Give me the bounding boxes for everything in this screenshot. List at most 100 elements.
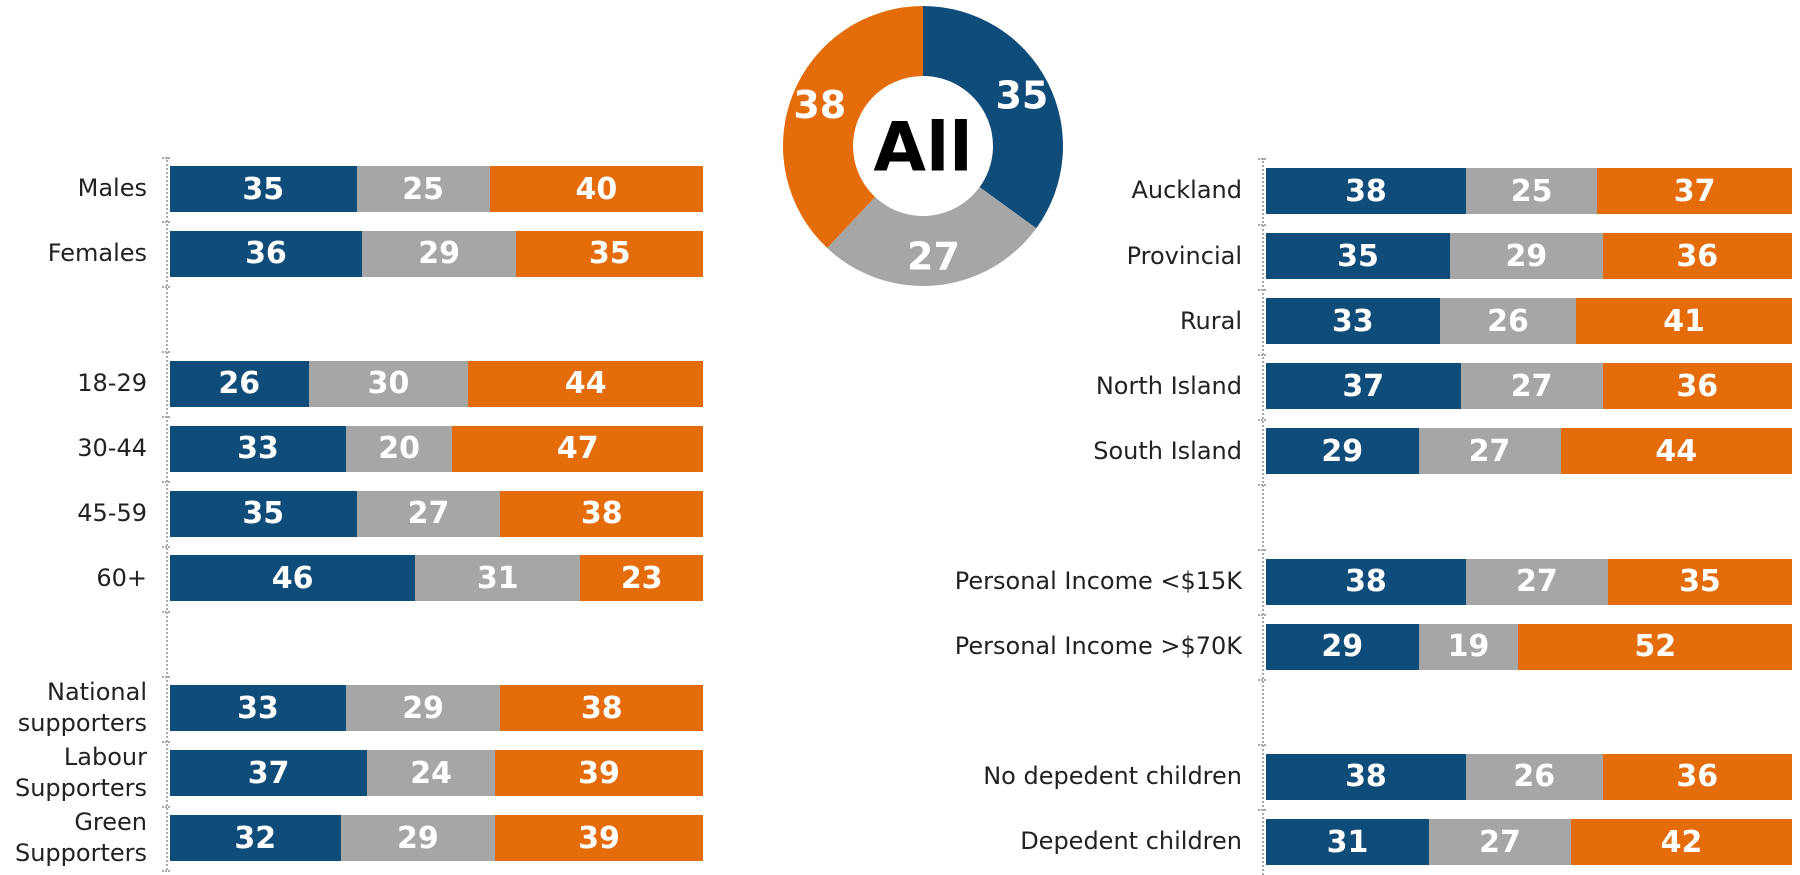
bar-segment <box>170 166 357 212</box>
value-label: 29 <box>396 820 439 856</box>
value-label: 35 <box>242 496 285 531</box>
bar-segment <box>1465 168 1598 214</box>
axis-tick <box>162 156 170 159</box>
bar-segment <box>1450 233 1603 280</box>
bar-segment <box>170 425 346 472</box>
axis-line <box>1262 158 1264 875</box>
category-label: Personal Income <$15K <box>954 567 1242 595</box>
value-label: 23 <box>620 560 663 596</box>
value-label: 20 <box>378 431 421 467</box>
axis-tick <box>1258 744 1266 747</box>
value-label: 29 <box>402 690 445 726</box>
slice-label: 27 <box>907 235 960 279</box>
value-label: 19 <box>1447 629 1490 665</box>
donut-slice <box>827 187 1037 286</box>
value-label: 38 <box>580 690 623 726</box>
value-label: 36 <box>1676 759 1719 795</box>
bar-segment <box>580 555 703 602</box>
value-label: 29 <box>418 236 461 272</box>
category-label: Rural <box>1179 306 1242 335</box>
bar-segment <box>415 555 581 602</box>
bar-segment <box>1266 558 1466 605</box>
value-label: 47 <box>556 431 599 467</box>
category-label: Green Supporters <box>14 807 147 867</box>
axis-tick <box>162 351 170 354</box>
bar-segment <box>1418 623 1519 670</box>
bar-segment <box>170 685 346 732</box>
bar-segment <box>1266 819 1430 865</box>
value-label: 35 <box>588 236 631 272</box>
category-label: 18-29 <box>77 369 147 398</box>
axis-tick <box>162 740 170 743</box>
bar-segment <box>361 230 517 277</box>
bar-segment <box>1460 363 1603 410</box>
center-label: All <box>873 109 972 188</box>
axis-tick <box>162 416 170 419</box>
axis-tick <box>162 610 170 613</box>
axis-tick <box>162 805 170 808</box>
bar-segment <box>356 166 490 212</box>
value-label: 24 <box>410 755 453 791</box>
category-label: Provincial <box>1126 241 1242 270</box>
value-label: 35 <box>242 171 285 207</box>
bar-segment <box>170 815 341 861</box>
value-label: 52 <box>1634 629 1677 665</box>
axis-tick <box>162 481 170 484</box>
donut-slice <box>923 6 1063 229</box>
bar-segment <box>1465 558 1608 605</box>
bar-segment <box>1607 558 1792 605</box>
bar-segment <box>468 360 703 407</box>
bar-segment <box>1266 753 1466 800</box>
bar-segment <box>1465 753 1603 800</box>
bar-segment <box>1266 428 1419 475</box>
category-label: Males <box>77 174 147 203</box>
axis-tick <box>1258 483 1266 486</box>
axis-tick <box>1258 809 1266 812</box>
axis-tick <box>1258 288 1266 291</box>
bar-segment <box>170 230 362 277</box>
bar-segment <box>500 685 703 732</box>
category-label: Personal Income >$70K <box>954 632 1242 661</box>
value-label: 25 <box>1510 173 1553 209</box>
axis-tick <box>1258 549 1266 552</box>
bar-segment <box>170 360 309 407</box>
axis-tick <box>162 545 170 548</box>
axis-tick <box>1258 158 1266 161</box>
donut-slice <box>783 6 923 249</box>
value-label: 26 <box>1513 759 1556 795</box>
bar-segment <box>1597 168 1792 214</box>
axis-line <box>166 156 168 871</box>
axis-tick <box>162 286 170 289</box>
bar-segment <box>170 750 368 797</box>
value-label: 32 <box>234 820 277 856</box>
bar-segment <box>367 750 496 797</box>
category-label: Depedent children <box>1020 827 1242 856</box>
value-label: 38 <box>1345 564 1387 600</box>
value-label: 37 <box>247 755 290 791</box>
bar-segment <box>356 490 501 537</box>
value-label: 39 <box>578 755 620 791</box>
value-label: 27 <box>1468 433 1511 469</box>
bar-segment <box>1439 298 1577 345</box>
value-label: 35 <box>1337 238 1379 274</box>
bar-segment <box>1576 298 1792 345</box>
bar-segment <box>1266 168 1466 214</box>
bar-segment <box>489 166 703 212</box>
value-label: 42 <box>1660 824 1703 860</box>
value-label: 26 <box>218 366 261 402</box>
value-label: 36 <box>1676 238 1719 274</box>
value-label: 27 <box>1510 368 1553 404</box>
value-label: 27 <box>1479 824 1521 860</box>
category-label: No depedent children <box>983 762 1242 791</box>
bar-segment <box>495 815 703 861</box>
value-label: 44 <box>564 366 607 402</box>
bar-segment <box>345 425 453 472</box>
category-label: North Island <box>1095 371 1242 400</box>
axis-tick <box>1258 353 1266 356</box>
value-label: 38 <box>580 496 623 531</box>
bar-segment <box>495 750 703 797</box>
category-label: 30-44 <box>77 434 147 462</box>
value-label: 41 <box>1663 303 1706 339</box>
bar-segment <box>170 555 416 602</box>
